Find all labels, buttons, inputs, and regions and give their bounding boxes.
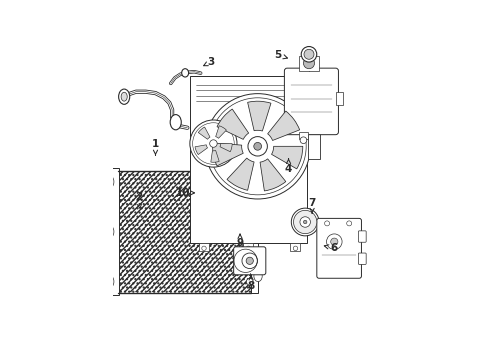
Ellipse shape [119, 89, 130, 104]
Circle shape [205, 94, 310, 199]
Bar [291, 243, 300, 251]
FancyBboxPatch shape [317, 219, 362, 278]
Bar [308, 134, 320, 159]
Text: 9: 9 [237, 234, 244, 248]
Circle shape [106, 279, 111, 284]
Circle shape [331, 238, 338, 245]
Circle shape [303, 220, 307, 224]
Wedge shape [268, 111, 300, 140]
Bar [251, 171, 258, 293]
Text: 10: 10 [176, 188, 195, 198]
Wedge shape [213, 143, 243, 166]
Bar [190, 76, 307, 243]
Text: 4: 4 [285, 159, 292, 174]
Wedge shape [211, 150, 219, 162]
Ellipse shape [103, 225, 114, 239]
Wedge shape [220, 144, 232, 152]
Circle shape [292, 208, 319, 236]
Circle shape [326, 234, 342, 249]
Circle shape [300, 217, 311, 227]
Text: 6: 6 [324, 243, 338, 253]
Text: 7: 7 [308, 198, 316, 213]
Wedge shape [260, 159, 286, 191]
Ellipse shape [254, 226, 262, 237]
Text: 8: 8 [247, 275, 255, 291]
FancyBboxPatch shape [284, 68, 339, 135]
Wedge shape [227, 158, 254, 190]
Circle shape [202, 246, 206, 251]
Text: 2: 2 [135, 192, 142, 208]
FancyBboxPatch shape [358, 253, 366, 264]
Bar [244, 243, 253, 251]
Ellipse shape [254, 270, 262, 282]
Circle shape [254, 143, 262, 150]
Ellipse shape [254, 182, 262, 193]
Circle shape [248, 136, 268, 156]
Wedge shape [247, 101, 271, 131]
Ellipse shape [170, 114, 181, 130]
Bar [299, 56, 318, 71]
Circle shape [294, 210, 317, 234]
Circle shape [304, 49, 314, 59]
Circle shape [190, 120, 237, 167]
FancyBboxPatch shape [358, 231, 366, 242]
Circle shape [210, 140, 217, 147]
Wedge shape [217, 109, 248, 139]
Text: 1: 1 [152, 139, 159, 155]
Wedge shape [195, 145, 208, 154]
Bar [199, 243, 209, 251]
Wedge shape [216, 126, 226, 138]
Ellipse shape [121, 92, 127, 101]
Circle shape [303, 58, 315, 69]
Circle shape [300, 137, 307, 144]
Circle shape [293, 246, 298, 251]
Bar [106, 168, 120, 296]
Ellipse shape [103, 175, 114, 189]
Circle shape [242, 253, 258, 269]
Text: 3: 3 [204, 57, 215, 67]
Bar [118, 171, 251, 293]
Circle shape [106, 229, 111, 234]
Bar [119, 171, 250, 292]
Text: 5: 5 [274, 50, 288, 60]
FancyBboxPatch shape [234, 247, 266, 275]
Bar [299, 132, 308, 139]
Circle shape [246, 257, 253, 264]
Wedge shape [271, 146, 303, 169]
Bar [336, 92, 343, 105]
Wedge shape [198, 127, 210, 139]
Ellipse shape [182, 69, 189, 77]
Circle shape [347, 221, 352, 226]
Circle shape [301, 46, 317, 62]
Circle shape [246, 278, 253, 285]
Circle shape [246, 246, 250, 251]
Ellipse shape [103, 275, 114, 288]
Circle shape [106, 179, 111, 185]
Circle shape [324, 221, 330, 226]
